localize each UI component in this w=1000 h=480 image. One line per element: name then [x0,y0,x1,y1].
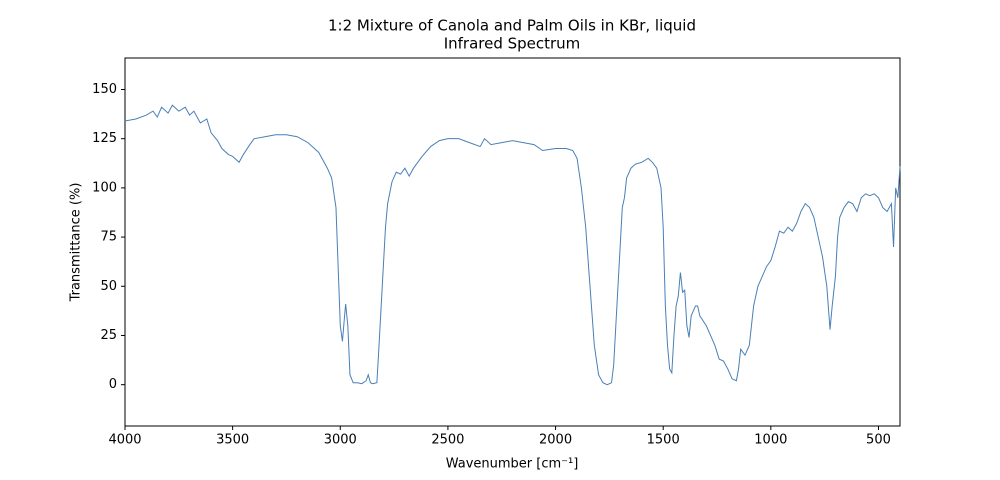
chart-subtitle: Infrared Spectrum [444,35,581,53]
x-tick-label: 2500 [431,433,464,448]
y-tick-label: 100 [92,180,117,195]
x-tick-label: 4000 [108,433,141,448]
y-tick-label: 0 [109,377,117,392]
plot-frame [124,57,901,427]
y-axis-label: Transmittance (%) [69,183,84,303]
x-tick-label: 1500 [647,433,680,448]
x-tick-label: 3500 [216,433,249,448]
y-tick-label: 50 [100,279,117,294]
x-axis-label: Wavenumber [cm⁻¹] [446,457,579,472]
y-tick-label: 25 [100,328,117,343]
y-tick-label: 75 [100,230,117,245]
y-tick-label: 150 [92,82,117,97]
y-tick-label: 125 [92,131,117,146]
x-tick-label: 500 [866,433,891,448]
x-tick-label: 3000 [324,433,357,448]
chart-title: 1:2 Mixture of Canola and Palm Oils in K… [328,17,696,35]
spectrum-line [124,104,901,386]
x-tick-label: 1000 [754,433,787,448]
x-tick-label: 2000 [539,433,572,448]
